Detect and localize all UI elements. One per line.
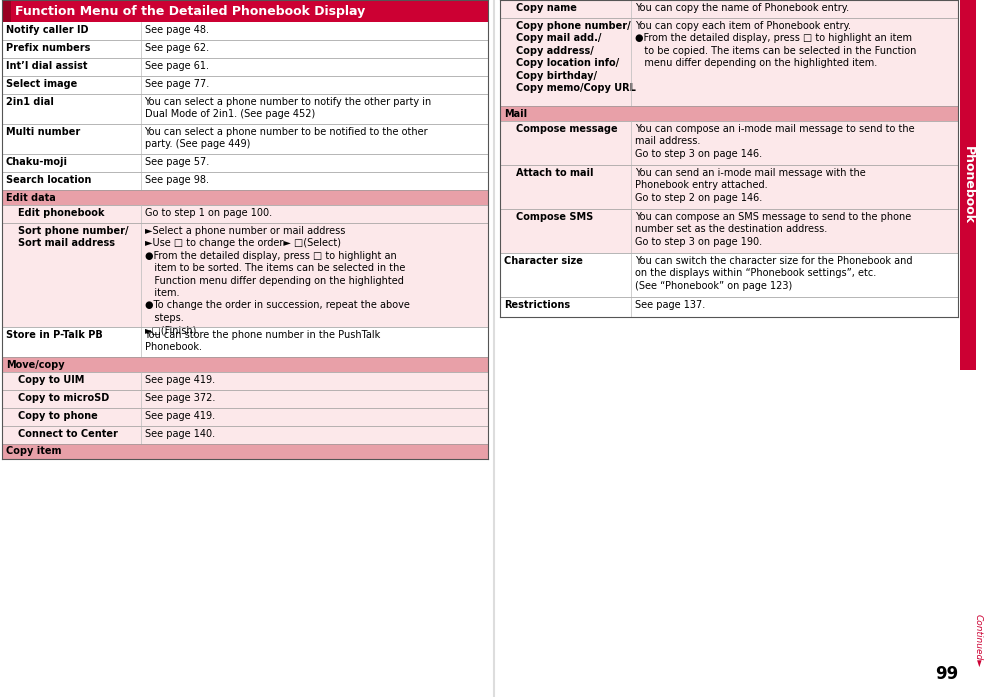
Text: 2in1 dial: 2in1 dial (6, 97, 54, 107)
Bar (959, 0, 975, 370)
Bar (2, 205, 487, 223)
Text: Attach to mail: Attach to mail (516, 168, 593, 178)
Bar (2, 76, 487, 94)
Bar (499, 106, 957, 121)
Text: Notify caller ID: Notify caller ID (6, 25, 88, 35)
Bar (2, 172, 487, 190)
Bar (2, 444, 487, 459)
Text: See page 137.: See page 137. (634, 300, 704, 310)
Text: See page 77.: See page 77. (144, 79, 209, 89)
Text: ►Select a phone number or mail address
►Use □ to change the order► □(Select)
●Fr: ►Select a phone number or mail address ►… (144, 226, 409, 335)
Text: Move/copy: Move/copy (6, 360, 64, 369)
Text: Int’l dial assist: Int’l dial assist (6, 61, 87, 71)
Text: Search location: Search location (6, 175, 91, 185)
Text: Character size: Character size (504, 256, 583, 266)
Text: Go to step 1 on page 100.: Go to step 1 on page 100. (144, 208, 272, 218)
Text: You can copy the name of Phonebook entry.: You can copy the name of Phonebook entry… (634, 3, 848, 13)
Text: Copy to UIM: Copy to UIM (18, 375, 84, 385)
Text: Copy phone number/
Copy mail add./
Copy address/
Copy location info/
Copy birthd: Copy phone number/ Copy mail add./ Copy … (516, 21, 635, 93)
Bar (499, 18, 957, 106)
Text: See page 57.: See page 57. (144, 157, 209, 167)
Text: You can send an i-mode mail message with the
Phonebook entry attached.
Go to ste: You can send an i-mode mail message with… (634, 168, 865, 203)
Text: You can select a phone number to be notified to the other
party. (See page 449): You can select a phone number to be noti… (144, 127, 427, 149)
Text: Edit phonebook: Edit phonebook (18, 208, 104, 218)
Text: See page 62.: See page 62. (144, 43, 209, 53)
Text: Prefix numbers: Prefix numbers (6, 43, 90, 53)
Bar (2, 0, 11, 22)
Text: Select image: Select image (6, 79, 77, 89)
Text: Edit data: Edit data (6, 192, 56, 203)
Text: You can compose an i-mode mail message to send to the
mail address.
Go to step 3: You can compose an i-mode mail message t… (634, 124, 914, 159)
Text: You can switch the character size for the Phonebook and
on the displays within “: You can switch the character size for th… (634, 256, 911, 291)
Text: You can store the phone number in the PushTalk
Phonebook.: You can store the phone number in the Pu… (144, 330, 380, 353)
Bar (2, 357, 487, 372)
Text: You can copy each item of Phonebook entry.
●From the detailed display, press □ t: You can copy each item of Phonebook entr… (634, 21, 915, 68)
Text: See page 419.: See page 419. (144, 375, 215, 385)
Text: 99: 99 (934, 665, 957, 683)
Text: Store in P-Talk PB: Store in P-Talk PB (6, 330, 102, 340)
Bar (2, 426, 487, 444)
Bar (2, 154, 487, 172)
Bar (2, 372, 487, 390)
Text: You can compose an SMS message to send to the phone
number set as the destinatio: You can compose an SMS message to send t… (634, 212, 910, 247)
Text: Mail: Mail (504, 109, 527, 118)
Text: See page 98.: See page 98. (144, 175, 209, 185)
Bar (2, 408, 487, 426)
Bar (499, 0, 957, 18)
Bar (2, 223, 487, 327)
Bar (2, 327, 487, 357)
Bar (2, 94, 487, 124)
Text: Function Menu of the Detailed Phonebook Display: Function Menu of the Detailed Phonebook … (15, 4, 365, 17)
Bar (2, 124, 487, 154)
Bar (499, 297, 957, 317)
Text: Compose message: Compose message (516, 124, 617, 134)
Text: Connect to Center: Connect to Center (18, 429, 117, 439)
Bar (2, 58, 487, 76)
Bar (2, 40, 487, 58)
Text: Chaku-moji: Chaku-moji (6, 157, 68, 167)
Bar (2, 0, 487, 22)
Bar (499, 165, 957, 209)
Text: See page 419.: See page 419. (144, 411, 215, 421)
Text: Copy name: Copy name (516, 3, 577, 13)
Bar (2, 390, 487, 408)
Bar (499, 209, 957, 253)
Text: Copy item: Copy item (6, 447, 61, 457)
Text: Multi number: Multi number (6, 127, 80, 137)
Text: Restrictions: Restrictions (504, 300, 570, 310)
Text: Compose SMS: Compose SMS (516, 212, 593, 222)
Text: Continued►: Continued► (973, 614, 982, 667)
Text: Copy to phone: Copy to phone (18, 411, 97, 421)
Text: Phonebook: Phonebook (961, 146, 974, 224)
Bar (2, 190, 487, 205)
Bar (499, 253, 957, 297)
Text: See page 140.: See page 140. (144, 429, 215, 439)
Text: You can select a phone number to notify the other party in
Dual Mode of 2in1. (S: You can select a phone number to notify … (144, 97, 431, 119)
Bar (2, 22, 487, 40)
Bar (499, 121, 957, 165)
Text: See page 61.: See page 61. (144, 61, 209, 71)
Text: See page 372.: See page 372. (144, 393, 215, 403)
Text: See page 48.: See page 48. (144, 25, 209, 35)
Text: Sort phone number/
Sort mail address: Sort phone number/ Sort mail address (18, 226, 128, 248)
Text: Copy to microSD: Copy to microSD (18, 393, 109, 403)
